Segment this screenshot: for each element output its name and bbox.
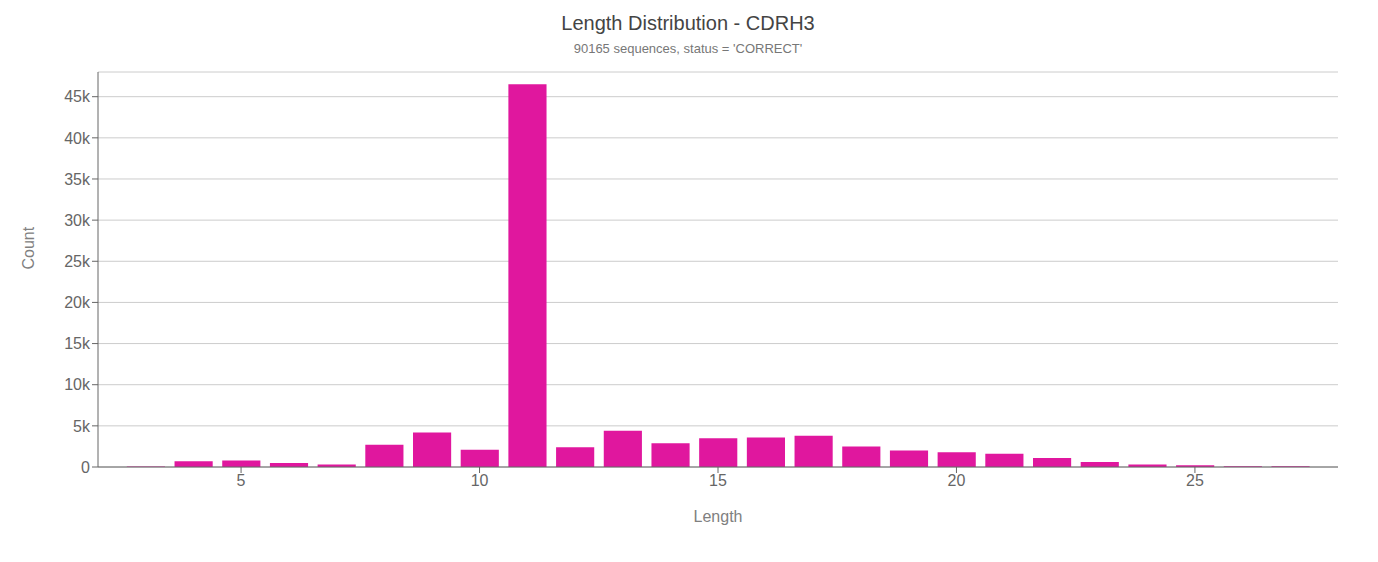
svg-text:5: 5 (237, 472, 246, 489)
svg-text:25: 25 (1186, 472, 1204, 489)
svg-text:20k: 20k (64, 294, 91, 311)
svg-text:Length: Length (694, 508, 743, 525)
svg-text:5k: 5k (73, 418, 91, 435)
svg-text:45k: 45k (64, 88, 91, 105)
svg-text:10k: 10k (64, 376, 91, 393)
svg-text:25k: 25k (64, 253, 91, 270)
svg-text:30k: 30k (64, 212, 91, 229)
svg-text:10: 10 (471, 472, 489, 489)
svg-text:15k: 15k (64, 335, 91, 352)
html-text:90165 sequences, status = 'COR: 90165 sequences, status = 'CORRECT' (573, 41, 803, 56)
html-text:Length Distribution - CDRH3: Length Distribution - CDRH3 (561, 12, 815, 34)
svg-text:35k: 35k (64, 171, 91, 188)
svg-text:15: 15 (709, 472, 727, 489)
svg-text:40k: 40k (64, 130, 91, 147)
svg-text:20: 20 (948, 472, 966, 489)
svg-text:Count: Count (20, 226, 37, 269)
svg-text:0: 0 (81, 459, 90, 476)
